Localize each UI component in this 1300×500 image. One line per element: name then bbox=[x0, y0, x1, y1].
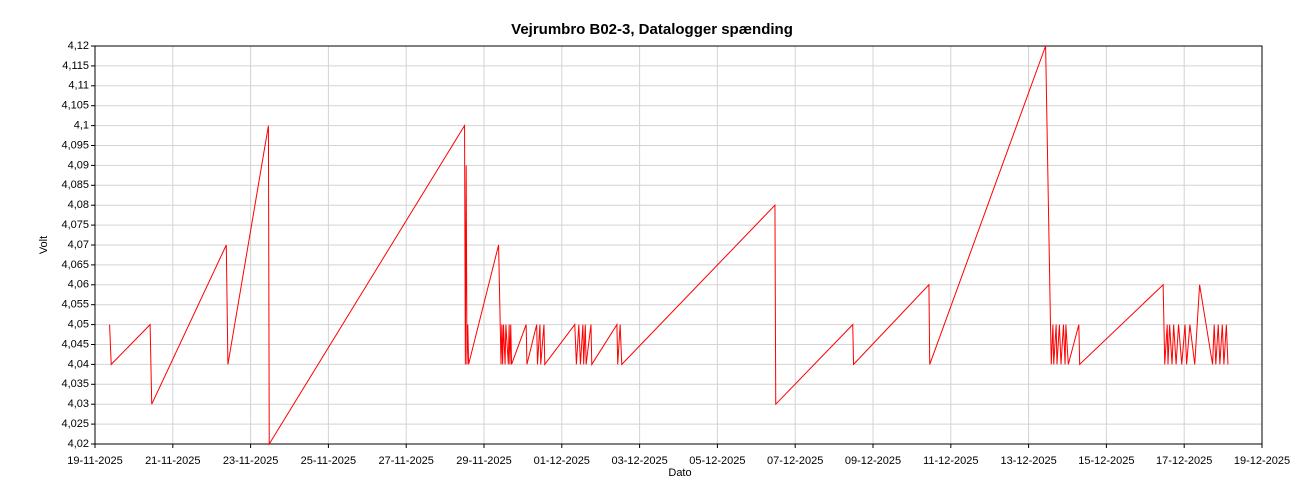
y-tick-label: 4,08 bbox=[68, 199, 89, 211]
x-axis-label: Dato bbox=[668, 467, 691, 479]
y-tick-label: 4,11 bbox=[68, 80, 89, 92]
y-tick-label: 4,045 bbox=[61, 338, 89, 350]
x-tick-label: 29-11-2025 bbox=[456, 455, 511, 467]
x-tick-label: 01-12-2025 bbox=[534, 455, 590, 467]
line-series bbox=[109, 45, 1229, 446]
x-tick-label: 21-11-2025 bbox=[145, 455, 200, 467]
x-tick-label: 19-11-2025 bbox=[67, 455, 122, 467]
y-tick-label: 4,06 bbox=[68, 279, 89, 291]
x-tick-label: 15-12-2025 bbox=[1078, 455, 1134, 467]
x-tick-label: 13-12-2025 bbox=[1000, 455, 1056, 467]
x-tick-label: 07-12-2025 bbox=[767, 455, 823, 467]
y-tick-label: 4,065 bbox=[61, 259, 89, 271]
x-tick-label: 05-12-2025 bbox=[689, 455, 745, 467]
plot-frame bbox=[94, 45, 1263, 445]
x-tick-label: 09-12-2025 bbox=[845, 455, 901, 467]
x-tick-label: 19-12-2025 bbox=[1234, 455, 1290, 467]
y-tick-label: 4,035 bbox=[61, 378, 89, 390]
y-tick-label: 4,1 bbox=[74, 120, 89, 132]
y-tick-label: 4,04 bbox=[68, 358, 89, 370]
y-axis-label: Volt bbox=[38, 236, 50, 254]
y-tick-label: 4,03 bbox=[68, 398, 89, 410]
x-tick-label: 27-11-2025 bbox=[378, 455, 433, 467]
x-tick-label: 25-11-2025 bbox=[301, 455, 356, 467]
chart-title: Vejrumbro B02-3, Datalogger spænding bbox=[511, 21, 793, 38]
x-tick-label: 03-12-2025 bbox=[611, 455, 667, 467]
y-tick-label: 4,05 bbox=[68, 319, 89, 331]
x-tick-label: 17-12-2025 bbox=[1156, 455, 1212, 467]
y-tick-label: 4,115 bbox=[62, 60, 89, 72]
x-tick-label: 23-11-2025 bbox=[223, 455, 278, 467]
x-tick-label: 11-12-2025 bbox=[923, 455, 978, 467]
y-tick-label: 4,105 bbox=[61, 100, 89, 112]
y-tick-label: 4,085 bbox=[61, 179, 89, 191]
y-tick-label: 4,02 bbox=[68, 438, 89, 450]
y-tick-label: 4,09 bbox=[68, 159, 89, 171]
y-tick-label: 4,025 bbox=[61, 418, 89, 430]
y-tick-label: 4,075 bbox=[61, 219, 89, 231]
y-tick-label: 4,12 bbox=[68, 40, 89, 52]
y-tick-label: 4,07 bbox=[68, 239, 89, 251]
y-tick-label: 4,095 bbox=[61, 139, 89, 151]
y-tick-label: 4,055 bbox=[61, 299, 89, 311]
